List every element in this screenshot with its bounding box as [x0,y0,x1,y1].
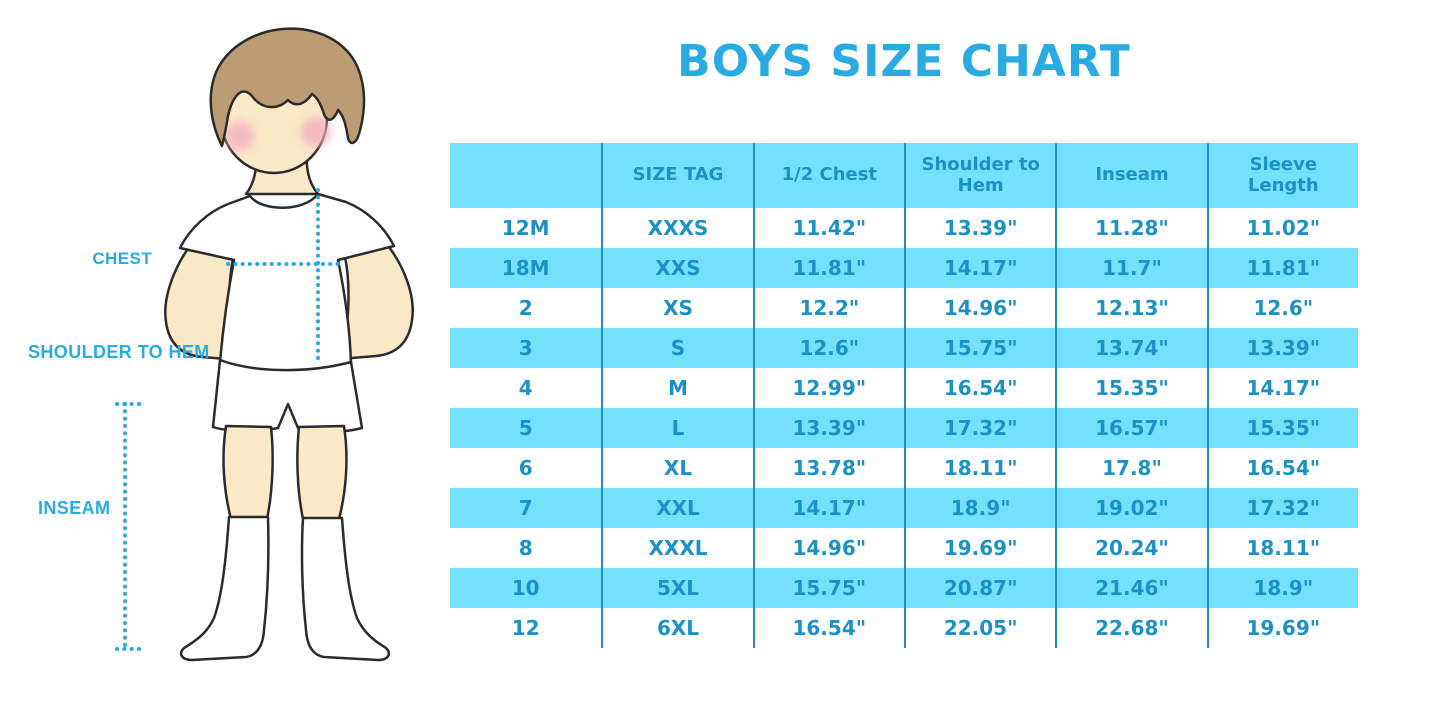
table-cell: 20.87" [903,568,1056,608]
table-cell: 19.69" [903,528,1055,568]
table-cell: 16.54" [752,608,904,648]
table-cell: 18.11" [903,448,1055,488]
shorts [211,358,364,434]
table-cell: 13.74" [1055,328,1207,368]
table-cell: 21.46" [1055,568,1207,608]
header-cell: Inseam [1055,143,1207,208]
inseam-label: INSEAM [38,498,111,518]
table-cell: 18M [450,248,602,288]
table-cell: 13.39" [903,208,1055,248]
table-cell: 15.75" [903,328,1056,368]
chest-label: CHEST [92,249,152,268]
table-cell: 15.75" [752,568,904,608]
table-cell: 11.02" [1206,208,1358,248]
table-cell: 12.99" [752,368,904,408]
table-cell: XXXL [601,528,752,568]
table-cell: 15.35" [1055,368,1206,408]
page-title: BOYS SIZE CHART [677,36,1131,87]
table-cell: 13.39" [752,408,904,448]
boy-figure-illustration [115,27,414,662]
table-cell: 14.17" [903,248,1056,288]
table-cell: XXXS [601,208,752,248]
table-cell: 11.28" [1055,208,1206,248]
table-cell: 18.9" [1206,568,1358,608]
table-cell: 2 [518,296,533,320]
table-cell: XS [601,288,752,328]
hair [209,27,366,148]
table-cell: 20.24" [1055,528,1206,568]
table-cell: 5XL [601,568,753,608]
table-cell: L [601,408,753,448]
table-cell: 18.11" [1206,528,1358,568]
table-cell: 18.9" [903,488,1056,528]
header-cell: Sleeve Length [1206,143,1358,208]
table-cell: 8 [518,536,533,560]
right-sock [300,516,390,662]
header-cell: Shoulder to Hem [903,143,1056,208]
table-cell: 11.81" [752,248,904,288]
table-cell: 15.35" [1206,408,1358,448]
table-cell: 12 [511,616,540,640]
table-cell: 16.54" [1206,448,1358,488]
table-cell: 11.81" [1206,248,1358,288]
table-cell: 22.05" [903,608,1055,648]
table-cell: 10 [450,568,602,608]
right-leg [296,424,348,521]
table-cell: 14.17" [752,488,904,528]
table-cell: 7 [450,488,602,528]
right-cheek-blush [301,117,331,147]
table-cell: XL [601,448,752,488]
table-cell: 19.69" [1206,608,1358,648]
table-cell: M [601,368,752,408]
table-cell: 12M [501,216,550,240]
table-cell: 11.7" [1055,248,1207,288]
table-cell: 19.02" [1055,488,1207,528]
table-cell: 13.78" [752,448,904,488]
table-cell: 14.96" [752,528,904,568]
table-cell: 16.54" [903,368,1055,408]
table-cell: 14.17" [1206,368,1358,408]
table-cell: 22.68" [1055,608,1206,648]
table-cell: XXL [601,488,753,528]
table-cell: 14.96" [903,288,1055,328]
table-cell: 6XL [601,608,752,648]
right-arm [338,234,414,361]
table-cell: 12.2" [752,288,904,328]
table-cell: 17.32" [1206,488,1358,528]
table-cell: 5 [450,408,602,448]
table-cell: 3 [450,328,602,368]
table-cell: 12.6" [752,328,904,368]
table-cell: 4 [518,376,533,400]
table-cell: 12.6" [1206,288,1358,328]
table-cell: 11.42" [752,208,904,248]
header-cell: SIZE TAG [601,143,753,208]
shoulder-to-hem-label: SHOULDER TO HEM [28,342,210,362]
left-sock [180,515,270,662]
table-cell: XXS [601,248,753,288]
left-leg [222,424,274,521]
table-cell: 12.13" [1055,288,1206,328]
header-cell [450,143,602,208]
table-cell: 16.57" [1055,408,1207,448]
size-table: SIZE TAG 1/2 Chest Shoulder to Hem Inseam Sl… [450,143,1358,648]
table-cell: S [601,328,753,368]
left-cheek-blush [225,121,255,151]
table-cell: 17.8" [1055,448,1206,488]
table-cell: 17.32" [903,408,1056,448]
table-cell: 13.39" [1206,328,1358,368]
header-cell: 1/2 Chest [752,143,904,208]
table-cell: 6 [518,456,533,480]
